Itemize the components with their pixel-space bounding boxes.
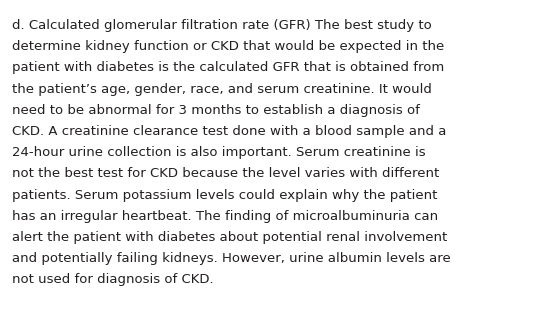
- Text: patients. Serum potassium levels could explain why the patient: patients. Serum potassium levels could e…: [12, 189, 437, 202]
- Text: CKD. A creatinine clearance test done with a blood sample and a: CKD. A creatinine clearance test done wi…: [12, 125, 446, 138]
- Text: has an irregular heartbeat. The finding of microalbuminuria can: has an irregular heartbeat. The finding …: [12, 210, 438, 223]
- Text: the patient’s age, gender, race, and serum creatinine. It would: the patient’s age, gender, race, and ser…: [12, 83, 432, 95]
- Text: and potentially failing kidneys. However, urine albumin levels are: and potentially failing kidneys. However…: [12, 252, 451, 265]
- Text: d. Calculated glomerular filtration rate (GFR) The best study to: d. Calculated glomerular filtration rate…: [12, 19, 432, 32]
- Text: not the best test for CKD because the level varies with different: not the best test for CKD because the le…: [12, 167, 439, 181]
- Text: not used for diagnosis of CKD.: not used for diagnosis of CKD.: [12, 273, 214, 286]
- Text: alert the patient with diabetes about potential renal involvement: alert the patient with diabetes about po…: [12, 231, 448, 244]
- Text: need to be abnormal for 3 months to establish a diagnosis of: need to be abnormal for 3 months to esta…: [12, 104, 420, 117]
- Text: patient with diabetes is the calculated GFR that is obtained from: patient with diabetes is the calculated …: [12, 62, 444, 74]
- Text: determine kidney function or CKD that would be expected in the: determine kidney function or CKD that wo…: [12, 40, 444, 53]
- Text: 24-hour urine collection is also important. Serum creatinine is: 24-hour urine collection is also importa…: [12, 146, 426, 159]
